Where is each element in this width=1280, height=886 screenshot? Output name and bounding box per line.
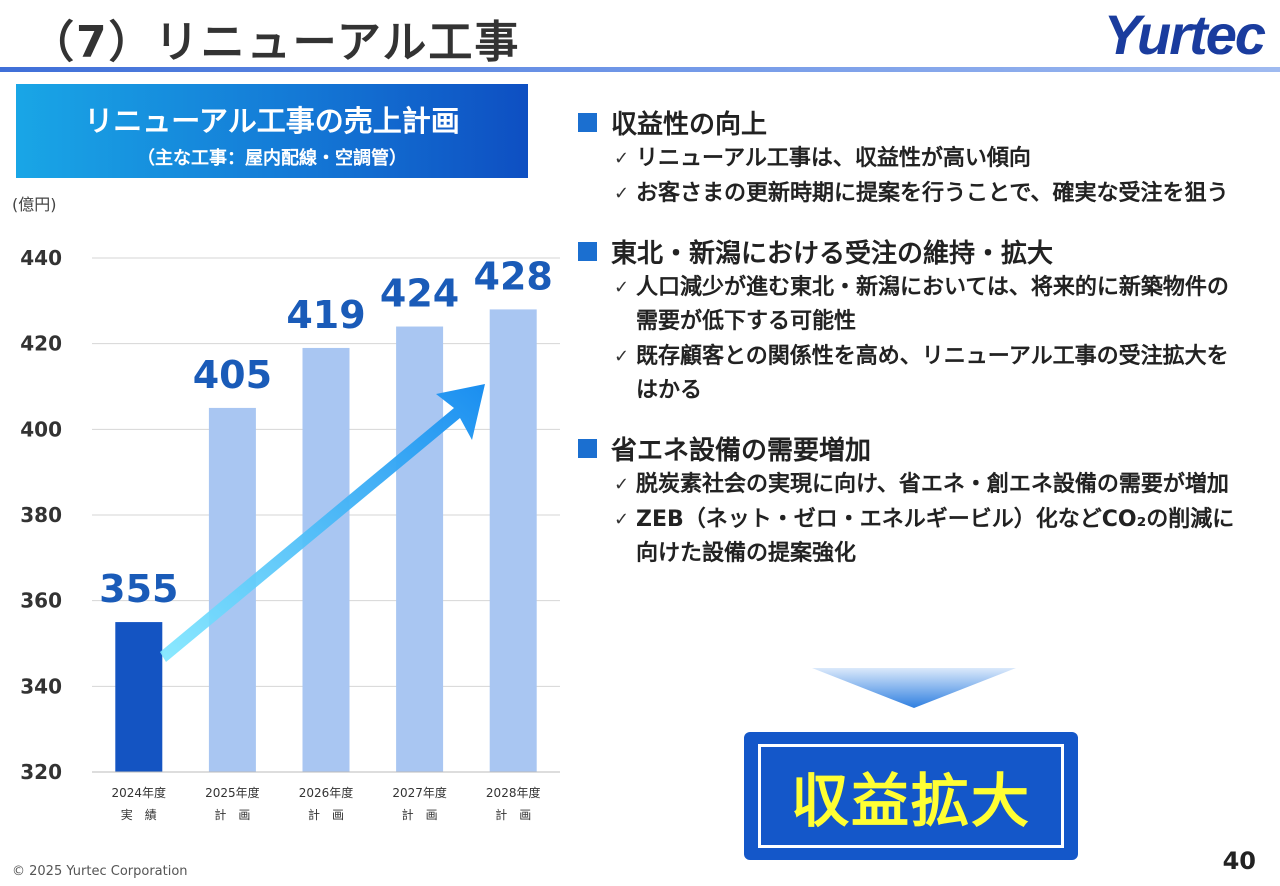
- x-tick-sublabel: 計 画: [308, 807, 344, 822]
- bullet-item: ✓ ZEB（ネット・ゼロ・エネルギービル）化などCO₂の削減に向けた設備の提案強…: [578, 503, 1248, 571]
- copyright: © 2025 Yurtec Corporation: [12, 864, 188, 879]
- data-label: 428: [474, 254, 553, 298]
- down-arrow-icon: [812, 668, 1016, 708]
- yurtec-logo: Yurtec: [1103, 3, 1266, 66]
- x-tick-label: 2026年度: [299, 785, 354, 800]
- check-icon: ✓: [614, 148, 630, 169]
- result-box: 収益拡大: [744, 732, 1078, 860]
- check-icon: ✓: [614, 509, 630, 530]
- bullet-item: ✓ お客さまの更新時期に提案を行うことで、確実な受注を狙う: [578, 177, 1248, 211]
- y-tick-label: 440: [20, 246, 62, 270]
- chart-subtitle: （主な工事：屋内配線・空調管）: [137, 148, 407, 169]
- y-tick-label: 420: [20, 332, 62, 356]
- section-heading: 収益性の向上: [611, 110, 768, 140]
- bar: [302, 347, 350, 772]
- bullet-item: ✓ リニューアル工事は、収益性が高い傾向: [578, 142, 1248, 176]
- trend-arrow-icon: [160, 384, 485, 662]
- section-heading: 東北・新潟における受注の維持・拡大: [611, 239, 1054, 269]
- y-tick-label: 380: [20, 503, 62, 527]
- data-label: 405: [193, 353, 272, 397]
- chart-unit-label: (億円): [12, 195, 57, 214]
- check-icon: ✓: [614, 346, 630, 367]
- y-tick-label: 320: [20, 760, 62, 784]
- y-tick-label: 400: [20, 417, 62, 441]
- y-tick-label: 340: [20, 674, 62, 698]
- bar: [489, 309, 537, 772]
- title-divider: [0, 67, 1280, 72]
- x-tick-sublabel: 計 画: [402, 807, 438, 822]
- bullet-sections: 収益性の向上 ✓ リニューアル工事は、収益性が高い傾向 ✓ お客さまの更新時期に…: [578, 104, 1248, 593]
- bar: [115, 622, 163, 772]
- square-bullet-icon: [578, 439, 597, 458]
- data-label: 424: [380, 272, 459, 316]
- bullet-item: ✓ 脱炭素社会の実現に向け、省エネ・創エネ設備の需要が増加: [578, 468, 1248, 502]
- x-tick-label: 2024年度: [112, 785, 167, 800]
- chart-title: リニューアル工事の売上計画: [84, 104, 460, 138]
- bullet-item: ✓ 人口減少が進む東北・新潟においては、将来的に新築物件の需要が低下する可能性: [578, 271, 1248, 339]
- section-energy-saving: 省エネ設備の需要増加 ✓ 脱炭素社会の実現に向け、省エネ・創エネ設備の需要が増加…: [578, 430, 1248, 571]
- page-number: 40: [1222, 847, 1256, 875]
- section-profitability: 収益性の向上 ✓ リニューアル工事は、収益性が高い傾向 ✓ お客さまの更新時期に…: [578, 104, 1248, 211]
- x-tick-label: 2027年度: [392, 785, 447, 800]
- x-tick-sublabel: 計 画: [214, 807, 250, 822]
- square-bullet-icon: [578, 113, 597, 132]
- chart-header-banner: リニューアル工事の売上計画 （主な工事：屋内配線・空調管）: [16, 84, 528, 178]
- y-tick-label: 360: [20, 589, 62, 613]
- bullet-item: ✓ 既存顧客との関係性を高め、リニューアル工事の受注拡大をはかる: [578, 340, 1248, 408]
- x-tick-label: 2025年度: [205, 785, 260, 800]
- check-icon: ✓: [614, 277, 630, 298]
- x-tick-label: 2028年度: [486, 785, 541, 800]
- section-tohoku-niigata: 東北・新潟における受注の維持・拡大 ✓ 人口減少が進む東北・新潟においては、将来…: [578, 233, 1248, 408]
- section-heading: 省エネ設備の需要増加: [611, 436, 872, 466]
- bar: [396, 326, 444, 772]
- check-icon: ✓: [614, 183, 630, 204]
- result-label: 収益拡大: [758, 744, 1064, 848]
- square-bullet-icon: [578, 242, 597, 261]
- check-icon: ✓: [614, 474, 630, 495]
- data-label: 419: [286, 293, 365, 337]
- page-title: （7）リニューアル工事: [30, 17, 521, 68]
- data-label: 355: [99, 567, 178, 611]
- x-tick-sublabel: 計 画: [495, 807, 531, 822]
- x-tick-sublabel: 実 績: [121, 807, 157, 822]
